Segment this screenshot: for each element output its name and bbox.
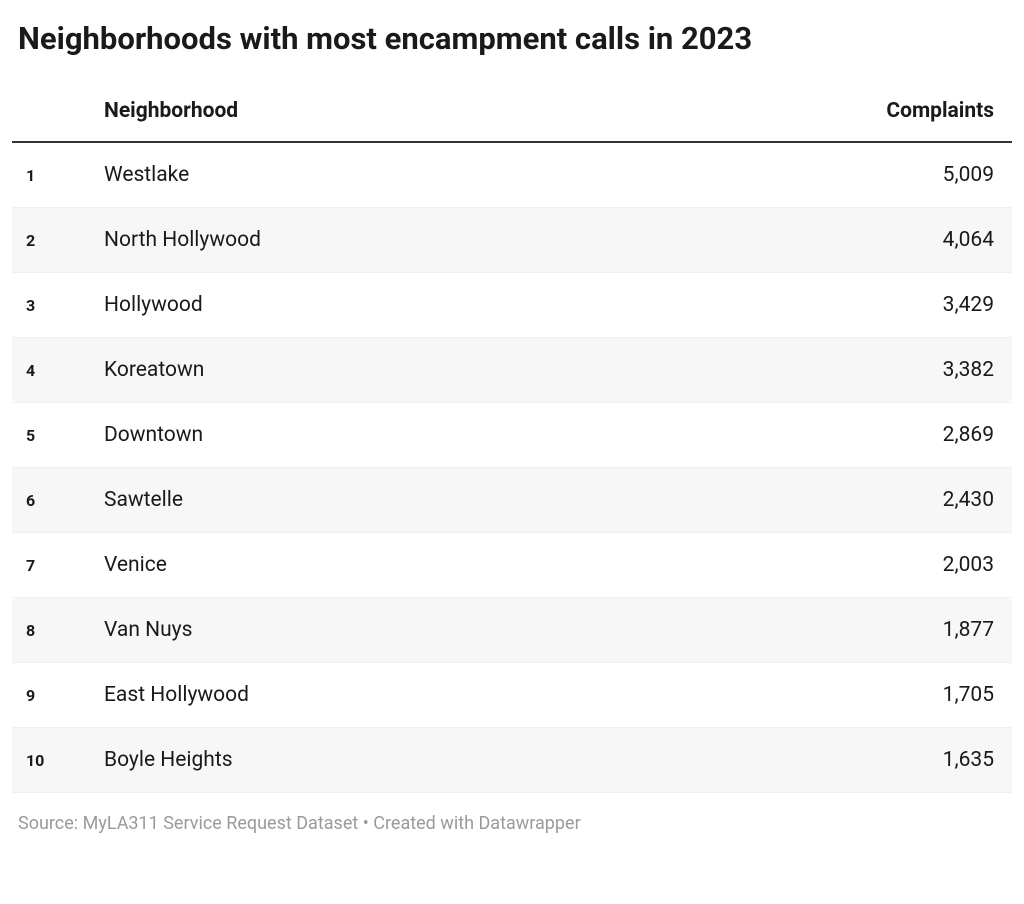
table-row: 9East Hollywood1,705 bbox=[12, 663, 1012, 728]
table-row: 2North Hollywood4,064 bbox=[12, 208, 1012, 273]
cell-complaints: 1,705 bbox=[615, 663, 1012, 728]
table-row: 4Koreatown3,382 bbox=[12, 338, 1012, 403]
table-body: 1Westlake5,0092North Hollywood4,0643Holl… bbox=[12, 142, 1012, 793]
cell-neighborhood: Venice bbox=[92, 533, 615, 598]
cell-rank: 5 bbox=[12, 403, 92, 468]
cell-rank: 8 bbox=[12, 598, 92, 663]
col-header-rank bbox=[12, 81, 92, 142]
chart-title: Neighborhoods with most encampment calls… bbox=[12, 20, 1012, 57]
col-header-complaints: Complaints bbox=[615, 81, 1012, 142]
cell-neighborhood: Sawtelle bbox=[92, 468, 615, 533]
cell-rank: 6 bbox=[12, 468, 92, 533]
cell-rank: 10 bbox=[12, 728, 92, 793]
cell-neighborhood: Boyle Heights bbox=[92, 728, 615, 793]
cell-rank: 9 bbox=[12, 663, 92, 728]
cell-complaints: 4,064 bbox=[615, 208, 1012, 273]
cell-complaints: 2,430 bbox=[615, 468, 1012, 533]
table-row: 6Sawtelle2,430 bbox=[12, 468, 1012, 533]
cell-neighborhood: Downtown bbox=[92, 403, 615, 468]
source-note: Source: MyLA311 Service Request Dataset … bbox=[12, 813, 1012, 834]
cell-neighborhood: Van Nuys bbox=[92, 598, 615, 663]
cell-rank: 1 bbox=[12, 142, 92, 208]
cell-neighborhood: East Hollywood bbox=[92, 663, 615, 728]
table-row: 7Venice2,003 bbox=[12, 533, 1012, 598]
table-row: 8Van Nuys1,877 bbox=[12, 598, 1012, 663]
col-header-neighborhood: Neighborhood bbox=[92, 81, 615, 142]
cell-rank: 2 bbox=[12, 208, 92, 273]
cell-rank: 4 bbox=[12, 338, 92, 403]
table-row: 3Hollywood3,429 bbox=[12, 273, 1012, 338]
table-row: 10Boyle Heights1,635 bbox=[12, 728, 1012, 793]
table-row: 5Downtown2,869 bbox=[12, 403, 1012, 468]
cell-neighborhood: Koreatown bbox=[92, 338, 615, 403]
cell-neighborhood: Hollywood bbox=[92, 273, 615, 338]
cell-rank: 7 bbox=[12, 533, 92, 598]
cell-complaints: 2,003 bbox=[615, 533, 1012, 598]
cell-complaints: 5,009 bbox=[615, 142, 1012, 208]
cell-neighborhood: North Hollywood bbox=[92, 208, 615, 273]
cell-complaints: 2,869 bbox=[615, 403, 1012, 468]
cell-complaints: 1,877 bbox=[615, 598, 1012, 663]
cell-rank: 3 bbox=[12, 273, 92, 338]
cell-neighborhood: Westlake bbox=[92, 142, 615, 208]
cell-complaints: 3,429 bbox=[615, 273, 1012, 338]
neighborhood-table: Neighborhood Complaints 1Westlake5,0092N… bbox=[12, 81, 1012, 793]
table-row: 1Westlake5,009 bbox=[12, 142, 1012, 208]
table-header-row: Neighborhood Complaints bbox=[12, 81, 1012, 142]
cell-complaints: 3,382 bbox=[615, 338, 1012, 403]
cell-complaints: 1,635 bbox=[615, 728, 1012, 793]
